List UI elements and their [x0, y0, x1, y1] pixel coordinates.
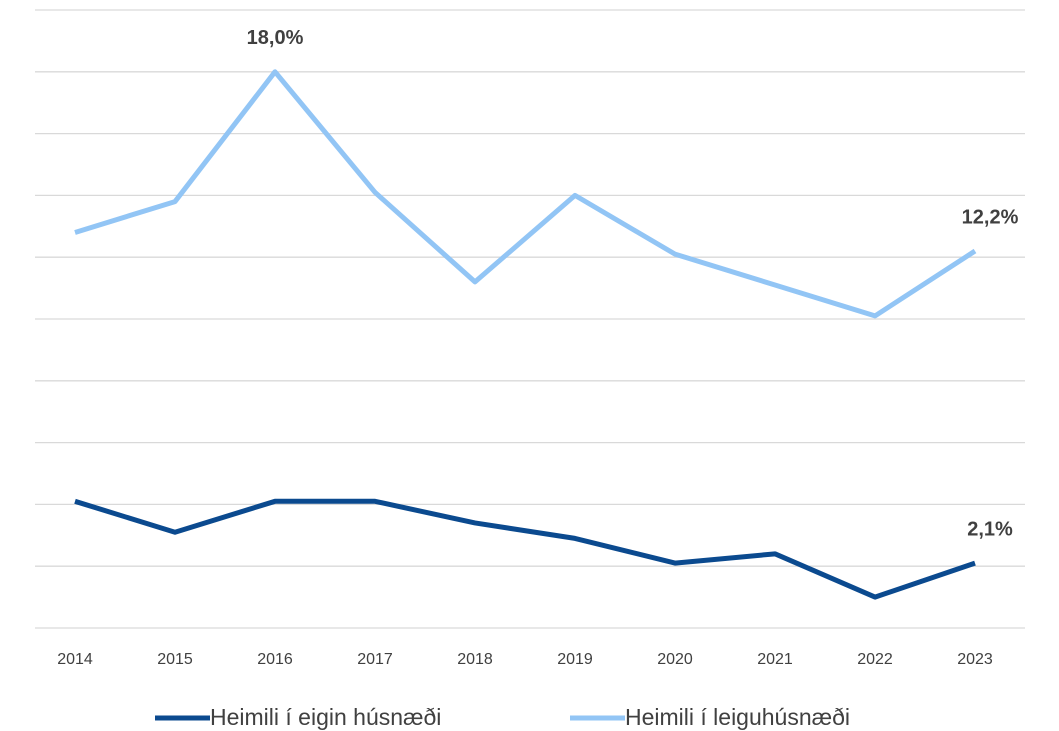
x-tick-label: 2019 — [557, 651, 593, 668]
x-tick-label: 2015 — [157, 651, 193, 668]
data-label: 2,1% — [967, 518, 1013, 540]
x-tick-label: 2018 — [457, 651, 493, 668]
legend-label: Heimili í eigin húsnæði — [210, 704, 441, 730]
x-tick-label: 2014 — [57, 651, 93, 668]
x-tick-label: 2017 — [357, 651, 393, 668]
data-label: 18,0% — [247, 27, 304, 49]
data-label: 12,2% — [962, 206, 1019, 228]
x-tick-label: 2021 — [757, 651, 793, 668]
legend-label: Heimili í leiguhúsnæði — [625, 704, 850, 730]
x-tick-label: 2023 — [957, 651, 993, 668]
series-line — [74, 69, 977, 319]
x-tick-label: 2016 — [257, 651, 293, 668]
x-tick-label: 2020 — [657, 651, 693, 668]
series-line — [74, 498, 976, 600]
x-tick-label: 2022 — [857, 651, 893, 668]
